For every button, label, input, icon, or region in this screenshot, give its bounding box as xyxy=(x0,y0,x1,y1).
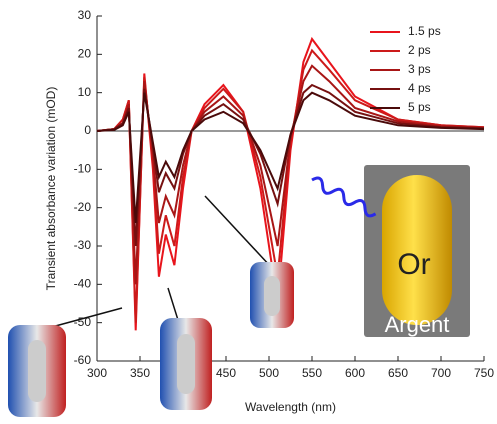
x-tick-label: 700 xyxy=(431,366,451,380)
legend-label: 1.5 ps xyxy=(408,24,441,38)
x-tick-label: 350 xyxy=(130,366,150,380)
legend-label: 2 ps xyxy=(408,43,431,57)
legend-label: 5 ps xyxy=(408,100,431,114)
y-tick-label: 10 xyxy=(78,85,92,99)
rod xyxy=(28,340,46,402)
y-tick-label: -60 xyxy=(74,353,92,367)
x-tick-label: 600 xyxy=(345,366,365,380)
legend-label: 3 ps xyxy=(408,62,431,76)
y-tick-label: 30 xyxy=(78,8,92,22)
rod xyxy=(177,334,195,394)
x-tick-label: 450 xyxy=(216,366,236,380)
x-tick-label: 650 xyxy=(388,366,408,380)
y-tick-label: -20 xyxy=(74,200,92,214)
rod xyxy=(264,276,280,316)
y-tick-label: -40 xyxy=(74,277,92,291)
silver-label: Argent xyxy=(385,312,450,337)
arrow xyxy=(168,288,178,320)
x-tick-label: 550 xyxy=(302,366,322,380)
arrow xyxy=(205,196,272,268)
x-axis-label: Wavelength (nm) xyxy=(245,400,336,414)
y-tick-label: 20 xyxy=(78,47,92,61)
legend-label: 4 ps xyxy=(408,81,431,95)
x-tick-label: 750 xyxy=(474,366,494,380)
y-tick-label: 0 xyxy=(84,123,91,137)
chart: -60-50-40-30-20-100102030300350400450500… xyxy=(0,0,497,419)
y-axis-label: Transient absorbance variation (mOD) xyxy=(44,87,58,291)
gold-label: Or xyxy=(397,248,430,281)
y-tick-label: -10 xyxy=(74,162,92,176)
x-tick-label: 500 xyxy=(259,366,279,380)
y-tick-label: -30 xyxy=(74,238,92,252)
rod-inset: Or Argent xyxy=(310,165,470,337)
x-tick-label: 300 xyxy=(87,366,107,380)
